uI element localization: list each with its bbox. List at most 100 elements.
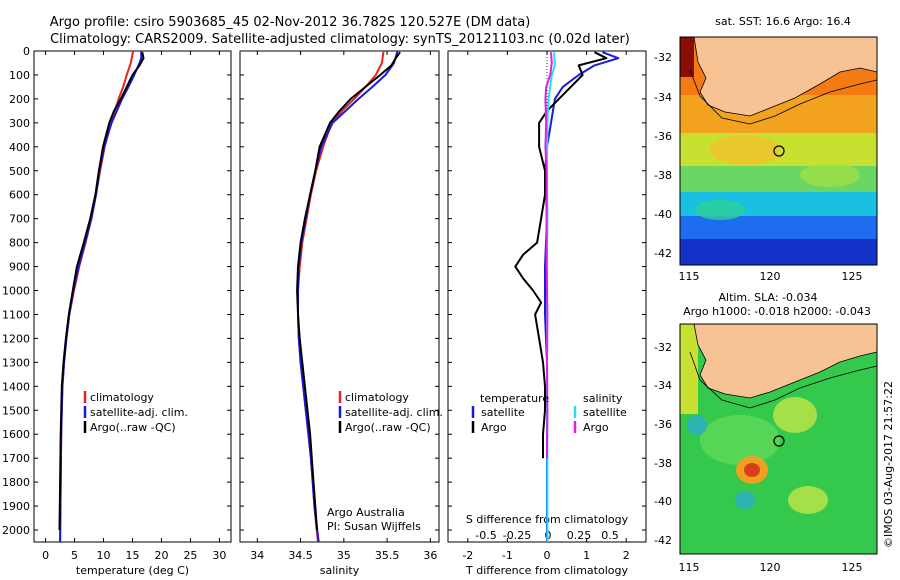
sst-patch bbox=[695, 200, 745, 220]
legend-climatology-label: climatology bbox=[345, 391, 409, 404]
sla-map-y-ticks: -32 -34 -36 -38 -40 -42 bbox=[654, 341, 672, 547]
sla-map-subtitle: Argo h1000: -0.018 h2000: -0.043 bbox=[683, 305, 871, 318]
x-tick-label: 5 bbox=[71, 549, 78, 562]
difference-legend: temperature satellite Argo salinity sate… bbox=[471, 392, 627, 434]
x-tick-label: 35 bbox=[337, 549, 351, 562]
y-tick-label: 1900 bbox=[2, 500, 30, 513]
y-tick-label: 2000 bbox=[2, 524, 30, 537]
sst-map-x-ticks: 115 120 125 bbox=[679, 270, 863, 283]
y-tick-label: 1300 bbox=[2, 356, 30, 369]
legend-temperature-heading: temperature bbox=[480, 392, 549, 405]
argo-location-marker bbox=[773, 145, 785, 157]
legend-satellite-label: satellite-adj. clim. bbox=[90, 406, 188, 419]
y-tick-label: 200 bbox=[9, 93, 30, 106]
sst-ytick: -42 bbox=[654, 247, 672, 260]
x-tick-label: 2 bbox=[623, 549, 630, 562]
legend-argo-label: Argo(..raw -QC) bbox=[345, 421, 431, 434]
series-line-temperature-argo bbox=[514, 51, 608, 459]
sla-map-frame bbox=[679, 323, 878, 555]
x-tick-label: -1 bbox=[502, 549, 513, 562]
x-tick-label: 20 bbox=[154, 549, 168, 562]
argo-australia-label: Argo Australia bbox=[327, 506, 405, 519]
legend-t-argo-label: Argo bbox=[481, 421, 507, 434]
y-tick-label: 900 bbox=[9, 261, 30, 274]
sla-xtick: 120 bbox=[760, 561, 781, 574]
y-tick-label: 1100 bbox=[2, 308, 30, 321]
secondary-tick-label: -0.25 bbox=[503, 529, 531, 542]
legend-s-argo-label: Argo bbox=[583, 421, 609, 434]
secondary-tick-label: 0.25 bbox=[567, 529, 592, 542]
sst-ytick: -38 bbox=[654, 169, 672, 182]
sst-map-y-ticks: -32 -34 -36 -38 -40 -42 bbox=[654, 51, 672, 260]
sla-patch bbox=[700, 415, 780, 465]
imos-credit: ©IMOS 03-Aug-2017 21:57:22 bbox=[882, 381, 895, 548]
temperature-legend: climatology satellite-adj. clim. Argo(..… bbox=[83, 391, 188, 434]
legend-s-satellite-label: satellite bbox=[583, 406, 627, 419]
shelf-contour bbox=[689, 351, 877, 409]
y-tick-label: 700 bbox=[9, 213, 30, 226]
plot-area bbox=[239, 50, 440, 543]
sla-low-patch bbox=[735, 491, 755, 509]
legend-climatology-label: climatology bbox=[90, 391, 154, 404]
australia-land bbox=[693, 324, 877, 399]
x-tick-label: 10 bbox=[97, 549, 111, 562]
sla-ytick: -32 bbox=[654, 341, 672, 354]
series-line-argo-raw-qc- bbox=[58, 52, 145, 531]
pi-label: PI: Susan Wijffels bbox=[327, 520, 421, 533]
y-tick-label: 100 bbox=[9, 69, 30, 82]
sst-ytick: -40 bbox=[654, 208, 672, 221]
sla-ytick: -42 bbox=[654, 534, 672, 547]
sla-map: -32 -34 -36 -38 -40 -42 115 120 125 bbox=[654, 323, 878, 574]
sla-ytick: -40 bbox=[654, 495, 672, 508]
sst-blue-band bbox=[680, 216, 877, 241]
sst-hot-coast bbox=[680, 37, 694, 77]
sst-xtick: 120 bbox=[760, 270, 781, 283]
sla-map-x-ticks: 115 120 125 bbox=[679, 561, 863, 574]
x-tick-label: 0 bbox=[544, 549, 551, 562]
sst-map-title: sat. SST: 16.6 Argo: 16.4 bbox=[715, 15, 851, 28]
x-tick-label: 15 bbox=[126, 549, 140, 562]
sst-map: -32 -34 -36 -38 -40 -42 115 120 125 bbox=[654, 36, 878, 283]
figure-subtitle: Climatology: CARS2009. Satellite-adjuste… bbox=[50, 32, 630, 47]
x-tick-label: 30 bbox=[212, 549, 226, 562]
sst-map-frame bbox=[679, 36, 878, 266]
y-tick-label: 1500 bbox=[2, 404, 30, 417]
sla-low-patch bbox=[687, 415, 707, 435]
x-tick-label: 1 bbox=[583, 549, 590, 562]
sla-coastal-band bbox=[680, 324, 698, 414]
plot-area bbox=[33, 50, 232, 543]
x-tick-label: 36 bbox=[423, 549, 437, 562]
secondary-tick-label: 0.5 bbox=[601, 529, 619, 542]
legend-satellite-label: satellite-adj. clim. bbox=[345, 406, 443, 419]
y-tick-label: 300 bbox=[9, 117, 30, 130]
figure-title: Argo profile: csiro 5903685_45 02-Nov-20… bbox=[50, 15, 531, 30]
salinity-legend: climatology satellite-adj. clim. Argo(..… bbox=[327, 391, 443, 533]
y-tick-label: 1200 bbox=[2, 332, 30, 345]
sla-high-patch bbox=[788, 486, 828, 514]
y-tick-label: 1600 bbox=[2, 428, 30, 441]
sst-ytick: -36 bbox=[654, 130, 672, 143]
sla-xtick: 125 bbox=[842, 561, 863, 574]
y-tick-label: 1700 bbox=[2, 452, 30, 465]
sst-ytick: -34 bbox=[654, 91, 672, 104]
y-tick-label: 600 bbox=[9, 189, 30, 202]
y-tick-label: 1800 bbox=[2, 476, 30, 489]
temperature-panel: 0100200300400500600700800900100011001200… bbox=[2, 45, 232, 577]
y-tick-label: 400 bbox=[9, 141, 30, 154]
sst-patch bbox=[800, 163, 860, 187]
sla-high-patch bbox=[773, 397, 817, 433]
series-line-salinity-argo bbox=[544, 52, 553, 459]
y-tick-label: 500 bbox=[9, 165, 30, 178]
legend-argo-label: Argo(..raw -QC) bbox=[90, 421, 176, 434]
x-tick-label: 34.5 bbox=[288, 549, 313, 562]
x-tick-label: 35.5 bbox=[375, 549, 400, 562]
x-tick-label: 25 bbox=[183, 549, 197, 562]
x-axis-label: T difference from climatology bbox=[465, 564, 628, 577]
secondary-tick-label: -0.5 bbox=[475, 529, 496, 542]
sst-xtick: 125 bbox=[842, 270, 863, 283]
sla-ytick: -38 bbox=[654, 457, 672, 470]
australia-land bbox=[693, 37, 877, 117]
x-axis-label: salinity bbox=[320, 564, 360, 577]
